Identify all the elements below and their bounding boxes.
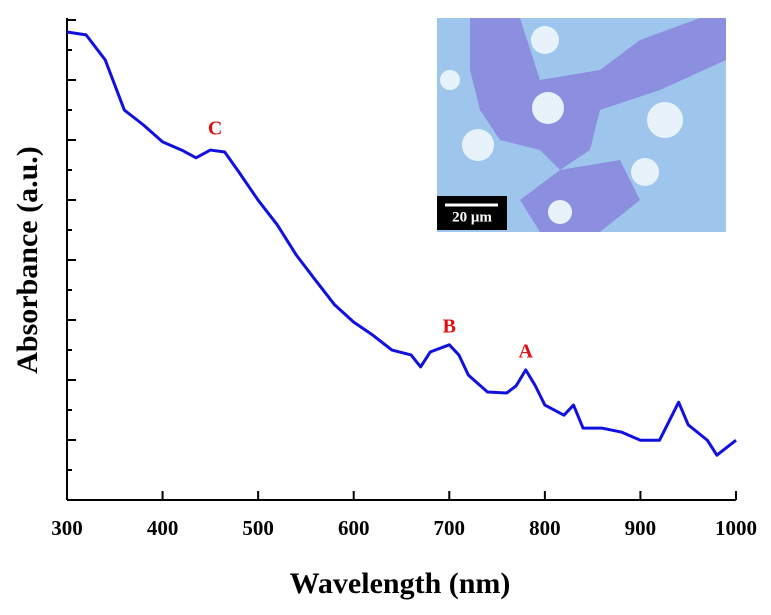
peak-label: C: [208, 117, 222, 139]
y-axis-title: Absorbance (a.u.): [11, 146, 44, 374]
peak-label: B: [443, 316, 456, 338]
inset-blob: [531, 26, 559, 54]
inset-blob: [647, 102, 683, 138]
x-tick-label: 1000: [715, 516, 757, 540]
x-tick-label: 600: [338, 516, 370, 540]
x-tick-label: 700: [434, 516, 466, 540]
peak-label: A: [519, 341, 534, 363]
scale-label: 20 μm: [452, 209, 492, 225]
inset-blob: [532, 92, 564, 124]
inset-blob: [462, 129, 494, 161]
x-axis-title: Wavelength (nm): [290, 567, 511, 600]
x-tick-label: 500: [242, 516, 274, 540]
inset-blob: [548, 200, 572, 224]
inset-blob: [440, 70, 460, 90]
x-tick-label: 800: [529, 516, 561, 540]
inset-blob: [631, 158, 659, 186]
inset-image: 20 μm: [437, 18, 726, 232]
x-tick-label: 300: [51, 516, 83, 540]
x-tick-label: 400: [147, 516, 179, 540]
x-tick-label: 900: [625, 516, 657, 540]
y-axis-ticks: [67, 20, 76, 500]
chart: 20 μm Absorbance (a.u.) Wavelength (nm) …: [0, 0, 771, 610]
